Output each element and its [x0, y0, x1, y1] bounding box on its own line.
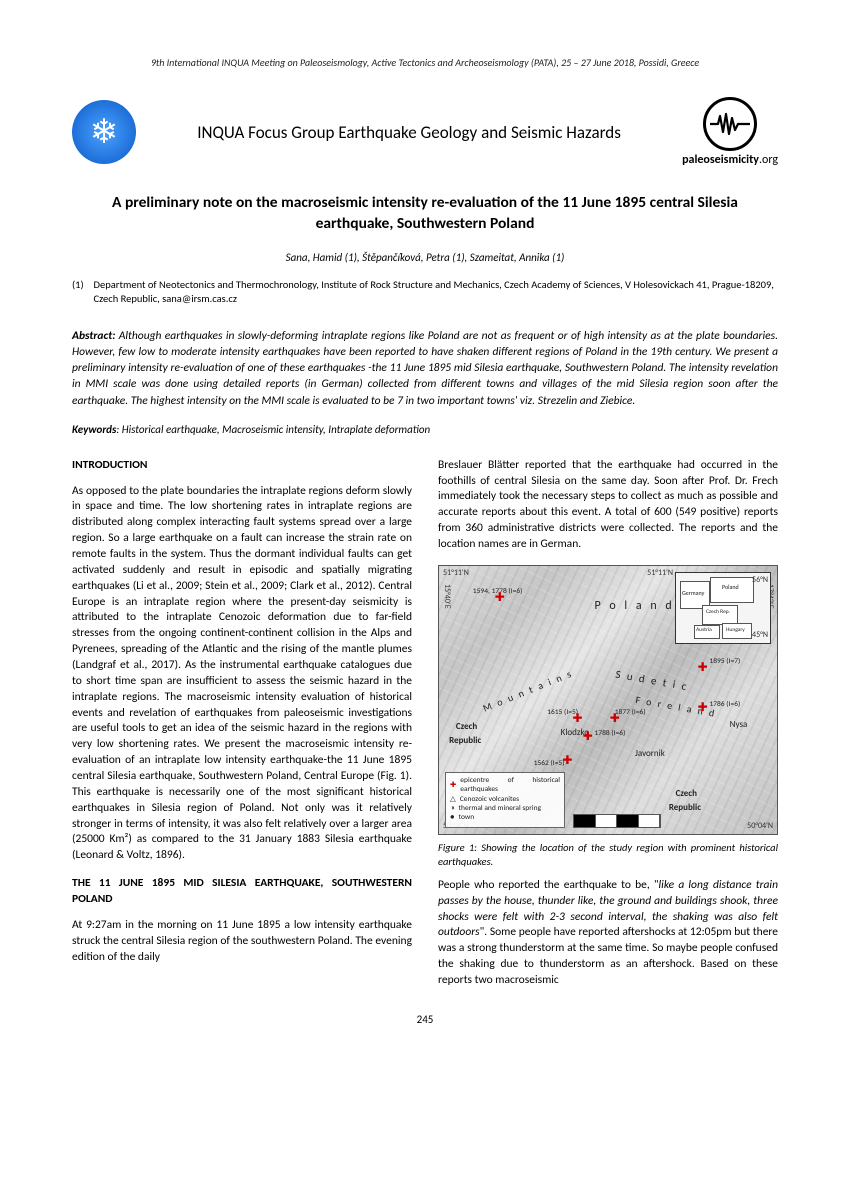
- label-czech2: Czech: [676, 788, 697, 800]
- axis-left: 15°40'E: [441, 584, 452, 609]
- event-paragraph-2: Breslauer Blätter reported that the eart…: [438, 458, 778, 553]
- paleoseismicity-logo: paleoseismicity.org: [682, 97, 778, 167]
- label-republic2: Republic: [669, 802, 701, 814]
- figure-1-caption: Figure 1: Showing the location of the st…: [438, 841, 778, 870]
- inset-poland: Poland: [722, 583, 739, 591]
- snowflake-logo-icon: ❄: [72, 100, 136, 164]
- label-poland: P o l a n d: [594, 598, 674, 615]
- keywords: Keywords: Historical earthquake, Macrose…: [72, 423, 778, 436]
- intro-paragraph: As opposed to the plate boundaries the i…: [72, 484, 412, 865]
- legend-3: thermal and mineral spring: [459, 804, 542, 813]
- epicentre-marker-icon: ✚: [495, 592, 505, 604]
- inset-austria: Austria: [696, 627, 712, 635]
- masthead: ❄ INQUA Focus Group Earthquake Geology a…: [72, 97, 778, 167]
- inset-lat-top: 56°N: [752, 575, 768, 586]
- p3-pre: People who reported the earthquake to be…: [438, 878, 659, 892]
- page-number: 245: [72, 1013, 778, 1026]
- focus-group-title: INQUA Focus Group Earthquake Geology and…: [136, 122, 682, 143]
- axis-bottom-right: 50°04'N: [747, 821, 773, 832]
- label-sudetic: S u d e t i c: [614, 667, 689, 695]
- epicentre-marker-icon: ✚: [573, 713, 583, 725]
- label-eq7: 1562 (I=5): [534, 759, 565, 769]
- event-paragraph-1: At 9:27am in the morning on 11 June 1895…: [72, 918, 412, 966]
- legend-1: epicentre of historical earthquakes: [460, 776, 560, 795]
- legend-4: town: [459, 813, 475, 822]
- epicentre-marker-icon: ✚: [698, 662, 708, 674]
- affiliation-text: Department of Neotectonics and Thermochr…: [94, 278, 778, 306]
- event-heading: THE 11 JUNE 1895 MID SILESIA EARTHQUAKE,…: [72, 876, 412, 908]
- inset-germany: Germany: [682, 589, 704, 597]
- epicentre-marker-icon: ✚: [698, 702, 708, 714]
- label-nysa: Nysa: [730, 719, 748, 731]
- axis-top-right: 51°11'N: [647, 568, 673, 579]
- keywords-text: : Historical earthquake, Macroseismic in…: [116, 423, 430, 436]
- inset-czech: Czech Rep.: [706, 609, 730, 617]
- epicentre-marker-icon: ✚: [583, 731, 593, 743]
- epicentre-marker-icon: ✚: [610, 713, 620, 725]
- inset-hungary: Hungary: [726, 627, 745, 635]
- inset-lat-bot: 45°N: [752, 630, 768, 641]
- label-javornik: Javornik: [635, 748, 665, 760]
- label-republic1: Republic: [449, 735, 481, 747]
- keywords-lead: Keywords: [72, 423, 116, 436]
- legend-2: Cenozoic volcanites: [460, 795, 519, 804]
- affiliation-number: (1): [72, 278, 94, 306]
- paleo-logo-label: paleoseismicity.org: [682, 153, 778, 167]
- p3-post: ". Some people have reported aftershocks…: [438, 925, 778, 987]
- intro-heading: INTRODUCTION: [72, 458, 412, 474]
- paper-title: A preliminary note on the macroseismic i…: [72, 193, 778, 235]
- axis-top-left: 51°11'N: [443, 568, 469, 579]
- body-columns: INTRODUCTION As opposed to the plate bou…: [72, 458, 778, 989]
- inset-map: Germany Poland Czech Rep. Austria Hungar…: [675, 572, 771, 644]
- running-head: 9th International INQUA Meeting on Paleo…: [72, 56, 778, 69]
- label-eq6: 1788 (I=6): [594, 729, 625, 739]
- author-line: Sana, Hamid (1), Štěpančíková, Petra (1)…: [72, 251, 778, 264]
- abstract-text: Although earthquakes in slowly-deforming…: [72, 329, 778, 407]
- map-legend: ✚epicentre of historical earthquakes △Ce…: [445, 772, 565, 828]
- abstract-lead: Abstract:: [72, 329, 115, 343]
- figure-1: 51°11'N 51°11'N 50°04'N 50°04'N 15°40'E …: [438, 565, 778, 870]
- abstract: Abstract: Although earthquakes in slowly…: [72, 328, 778, 408]
- label-eq2: 1895 (I=7): [709, 657, 740, 667]
- label-czech1: Czech: [456, 721, 477, 733]
- figure-1-map: 51°11'N 51°11'N 50°04'N 50°04'N 15°40'E …: [438, 565, 778, 835]
- affiliation: (1) Department of Neotectonics and Therm…: [72, 278, 778, 306]
- seismograph-icon: [703, 97, 757, 151]
- epicentre-marker-icon: ✚: [562, 755, 572, 767]
- label-eq5: 1786 (I=6): [709, 700, 740, 710]
- map-scalebar: [573, 814, 661, 828]
- event-paragraph-3: People who reported the earthquake to be…: [438, 878, 778, 989]
